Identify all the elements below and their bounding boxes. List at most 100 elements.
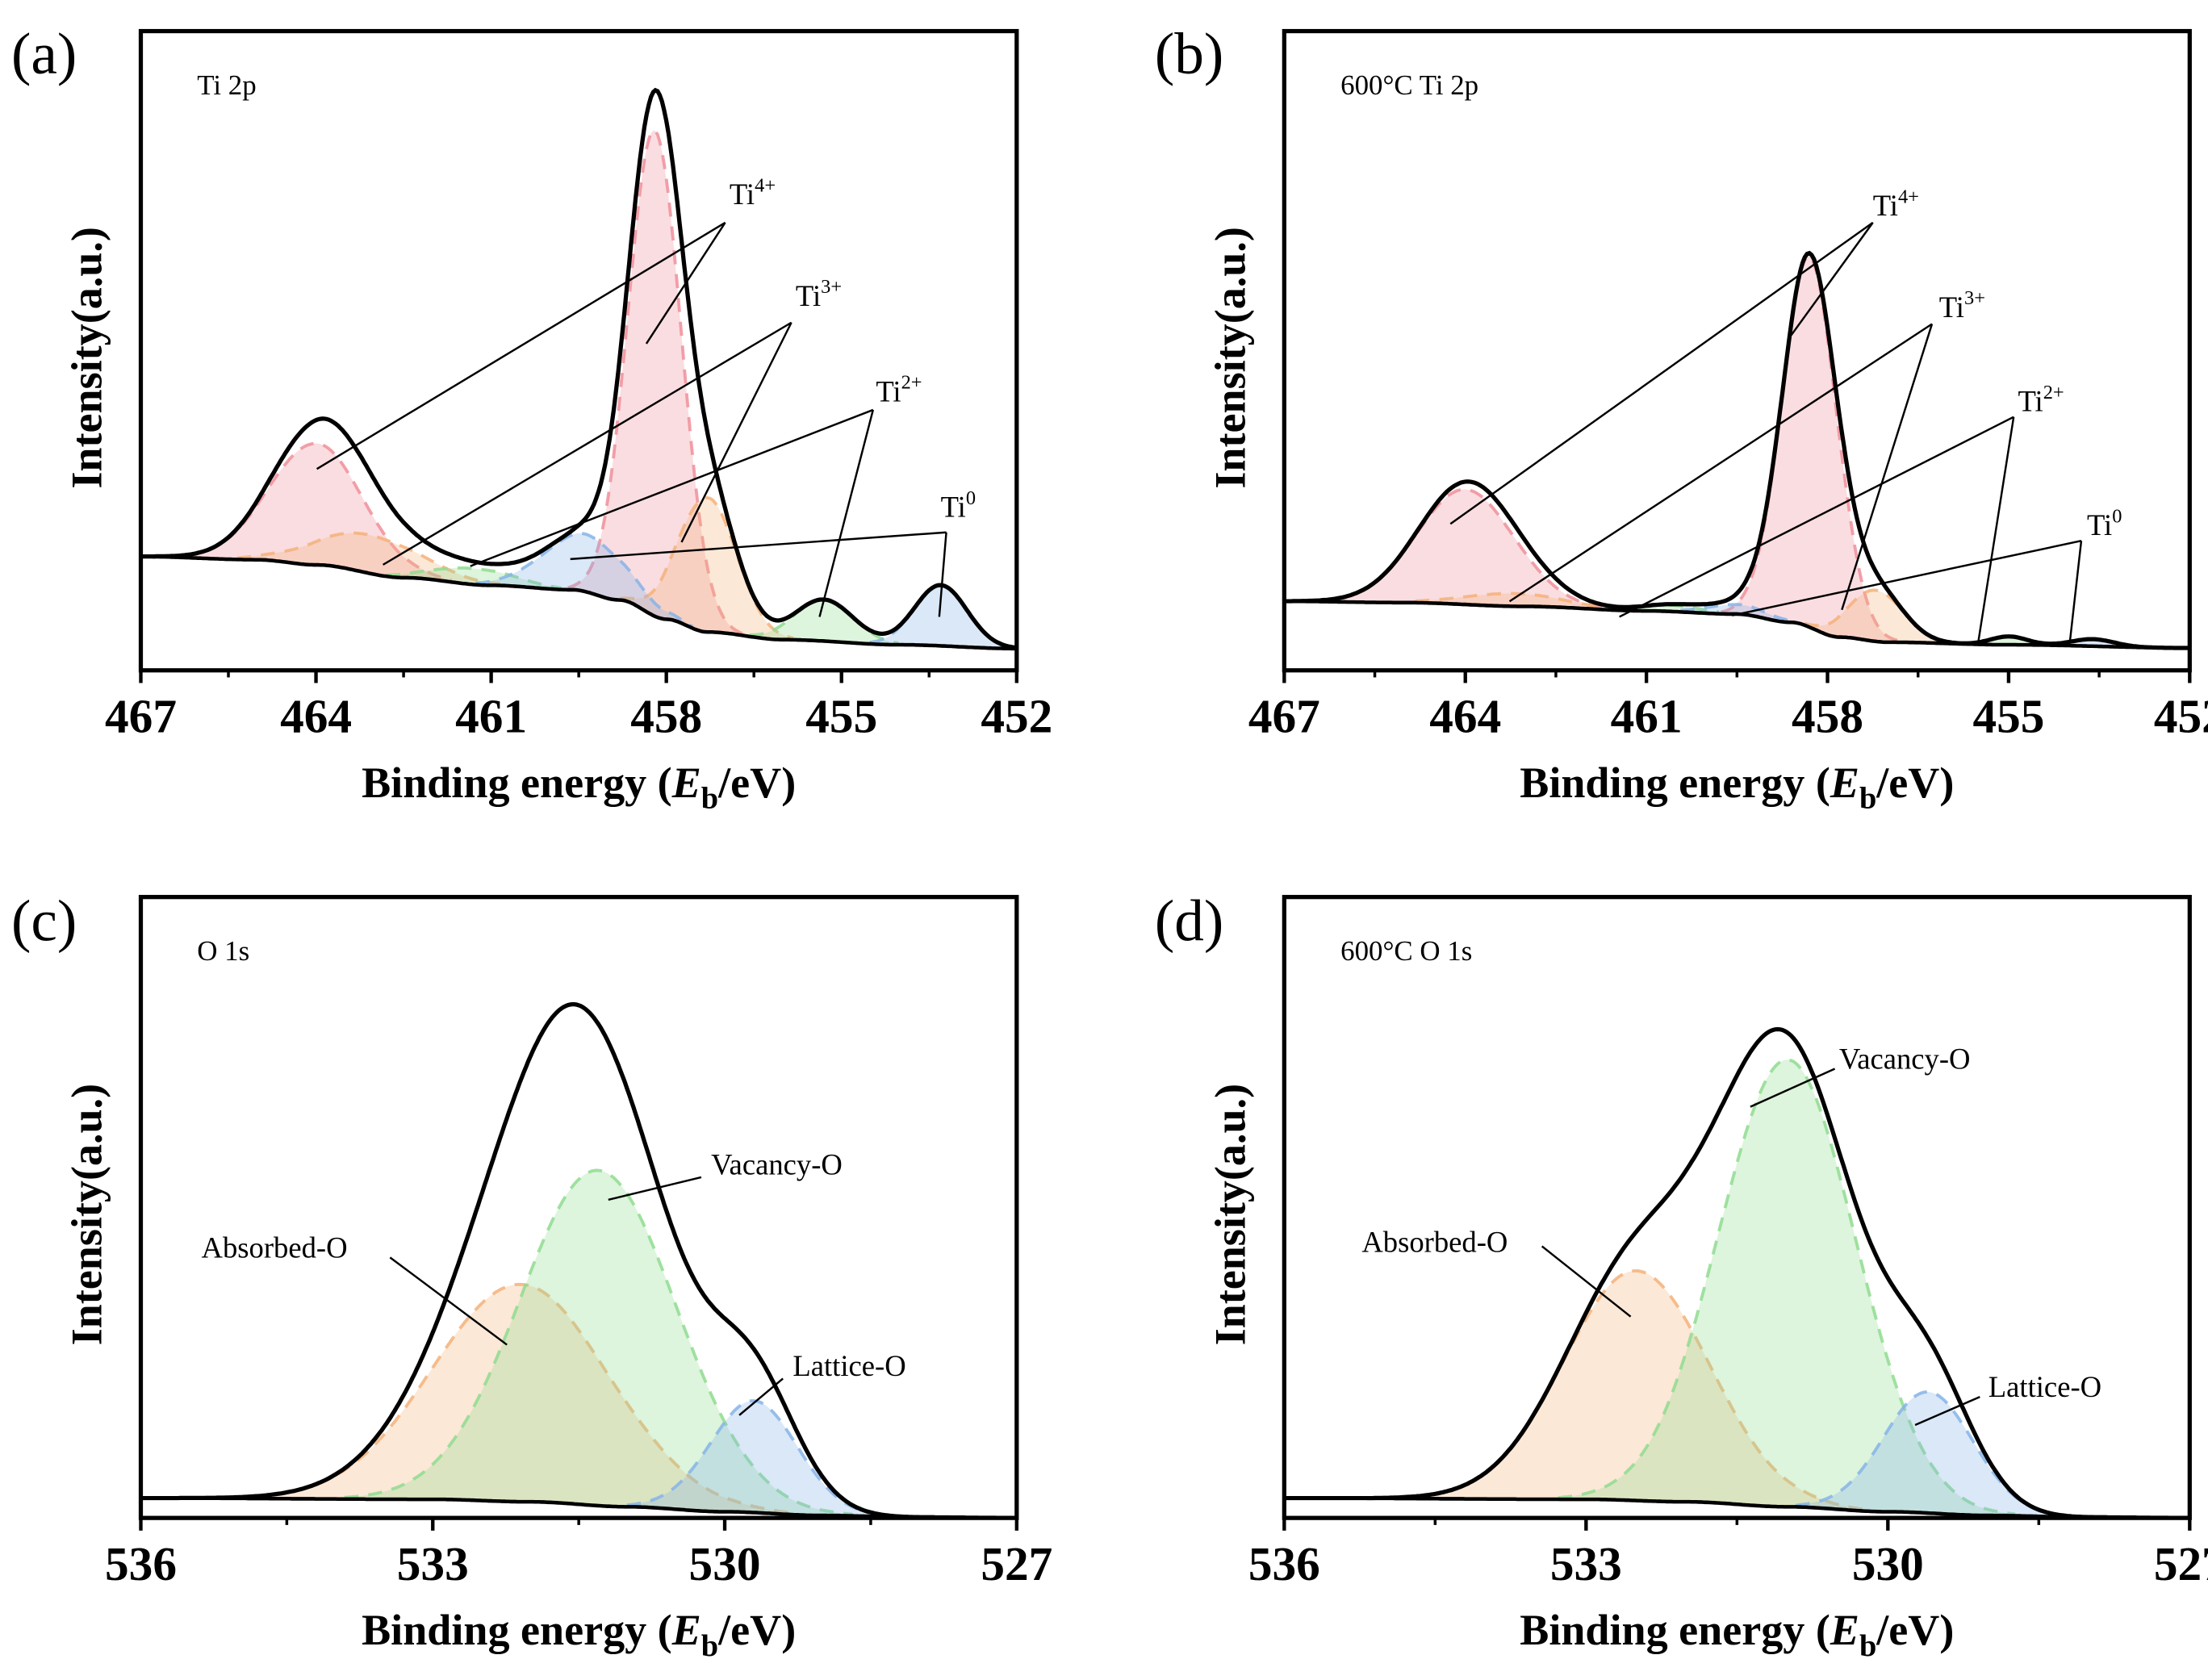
x-axis-title-suffix: /eV) xyxy=(1876,759,1954,807)
component-fill-Ti3+ xyxy=(1804,590,1946,644)
x-axis-title-suffix: /eV) xyxy=(717,1606,796,1654)
component-fill-Ti0 xyxy=(475,533,693,629)
annotation-leader-line xyxy=(1914,1395,1980,1427)
panel-b: 467 464 461 458 455 452 Binding energy (Eb/eV)… xyxy=(1155,21,2208,816)
annotation-leader-line xyxy=(1731,540,2082,616)
component-fill-Vacancy-O xyxy=(344,1170,853,1516)
component-curve-Ti3+ xyxy=(620,496,794,640)
component-curve-Ti4+ xyxy=(1721,254,1898,642)
annotation-leader-line xyxy=(2068,541,2083,641)
x-tick-label: 452 xyxy=(2154,690,2208,743)
annotation-leader-line xyxy=(1790,222,1874,336)
annotation-leader-line xyxy=(680,322,792,543)
annotation-leader-line xyxy=(818,409,875,617)
component-fill-Ti3+ xyxy=(620,497,794,640)
annotation-label: Ti0 xyxy=(2087,506,2122,542)
x-tick-label: 461 xyxy=(1611,690,1683,743)
x-tick-label: 536 xyxy=(105,1537,177,1590)
x-tick-label: 530 xyxy=(689,1537,761,1590)
component-curve-Ti0 xyxy=(475,532,694,629)
plot-area xyxy=(140,87,1017,651)
annotation-leader-line xyxy=(645,222,726,345)
envelope-line xyxy=(1284,1026,2190,1519)
annotation-sup: 4+ xyxy=(1898,186,1919,207)
background-line xyxy=(140,554,1017,651)
panel-c: 536 533 530 527 Binding energy (Eb/eV) Intens… xyxy=(11,888,1052,1663)
annotation-label: Lattice-O xyxy=(1988,1370,2101,1403)
x-tick-label: 458 xyxy=(630,690,702,743)
annotation-label: Vacancy-O xyxy=(711,1147,843,1181)
panel-title: O 1s xyxy=(197,935,249,967)
annotation-leader-line xyxy=(470,408,874,567)
component-fill-Lattice-O xyxy=(1796,1392,2061,1517)
annotation-sup: 2+ xyxy=(901,372,922,394)
component-curve-Ti2+ xyxy=(386,566,562,590)
component-curve-Lattice-O xyxy=(626,1399,881,1517)
annotation-label: Ti4+ xyxy=(1873,186,1919,222)
x-axis-title-suffix: /eV) xyxy=(717,759,796,807)
x-tick-label: 467 xyxy=(1248,690,1320,743)
annotation-sup: 2+ xyxy=(2043,382,2064,403)
component-curve-Absorbed-O xyxy=(245,1282,796,1515)
annotation-base: Absorbed-O xyxy=(202,1231,348,1264)
annotation-base: Ti xyxy=(796,279,821,312)
annotation-base: Ti xyxy=(941,491,966,524)
y-axis-title: Intensity(a.u.) xyxy=(63,1084,111,1345)
annotation-sup: 3+ xyxy=(1964,287,1985,309)
annotation-leader-line xyxy=(316,221,726,470)
panel-a: 467 464 461 458 455 452 Binding energy (Eb/eV)… xyxy=(11,21,1052,816)
plot-area xyxy=(140,1002,1017,1519)
annotation-base: Ti xyxy=(1939,290,1964,324)
x-tick-label: 464 xyxy=(1429,690,1501,743)
x-tick-label: 464 xyxy=(280,690,352,743)
annotation-leader-line xyxy=(1449,221,1874,525)
x-axis-title-sub: b xyxy=(701,1629,718,1663)
component-fill-Lattice-O xyxy=(626,1400,881,1517)
annotation-label: Absorbed-O xyxy=(202,1231,348,1264)
x-tick-label: 533 xyxy=(1550,1537,1622,1590)
x-axis-title-var: E xyxy=(671,759,701,807)
component-fill-Ti4+ xyxy=(180,443,452,583)
x-axis-title: Binding energy (Eb/eV) xyxy=(1520,759,1954,816)
x-axis-title-sub: b xyxy=(1859,782,1876,816)
annotation-sup: 0 xyxy=(966,487,976,509)
annotation-leader-line xyxy=(389,1256,508,1346)
annotation-leader-line xyxy=(382,321,792,566)
annotation-sup: 3+ xyxy=(821,276,842,298)
component-fill-Absorbed-O xyxy=(245,1284,796,1515)
component-fill-Ti4+ xyxy=(567,130,743,636)
x-tick-label: 455 xyxy=(805,690,877,743)
annotation-base: Ti xyxy=(2087,508,2112,541)
x-tick-label: 536 xyxy=(1248,1537,1320,1590)
annotation-leader-line xyxy=(1841,324,1934,611)
y-axis-title: Intensity(a.u.) xyxy=(1206,1084,1254,1346)
component-fill-Ti2+ xyxy=(386,567,562,590)
annotation-label: Ti2+ xyxy=(2018,382,2064,418)
x-tick-label: 461 xyxy=(455,690,527,743)
envelope-line xyxy=(1284,250,2190,650)
x-tick-label: 533 xyxy=(397,1537,469,1590)
annotation-label: Ti3+ xyxy=(1939,287,1985,324)
annotation-sup: 4+ xyxy=(755,174,776,196)
annotation-base: Ti xyxy=(730,178,755,211)
annotation-leader-line xyxy=(938,532,947,617)
annotation-leader-line xyxy=(1541,1245,1632,1318)
annotation-base: Absorbed-O xyxy=(1361,1225,1508,1258)
x-tick-label: 527 xyxy=(2154,1537,2208,1590)
plot-area xyxy=(1284,1026,2190,1519)
component-curve-Ti4+ xyxy=(567,128,744,636)
annotation-base: Lattice-O xyxy=(1988,1370,2101,1403)
x-tick-label: 530 xyxy=(1852,1537,1924,1590)
annotation-leader-line xyxy=(608,1176,702,1201)
x-axis-title-sub: b xyxy=(701,782,718,816)
x-axis-title-prefix: Binding energy ( xyxy=(1520,759,1830,807)
annotation-label: Lattice-O xyxy=(792,1349,905,1382)
annotation-leader-line xyxy=(1750,1068,1836,1108)
component-fill-Absorbed-O xyxy=(1408,1270,1864,1511)
annotation-leader-line xyxy=(1977,416,2015,641)
x-tick-label: 467 xyxy=(105,690,177,743)
y-axis-title: Intensity(a.u.) xyxy=(63,227,111,489)
component-curve-Vacancy-O xyxy=(344,1168,853,1516)
x-tick-label: 527 xyxy=(981,1537,1052,1590)
